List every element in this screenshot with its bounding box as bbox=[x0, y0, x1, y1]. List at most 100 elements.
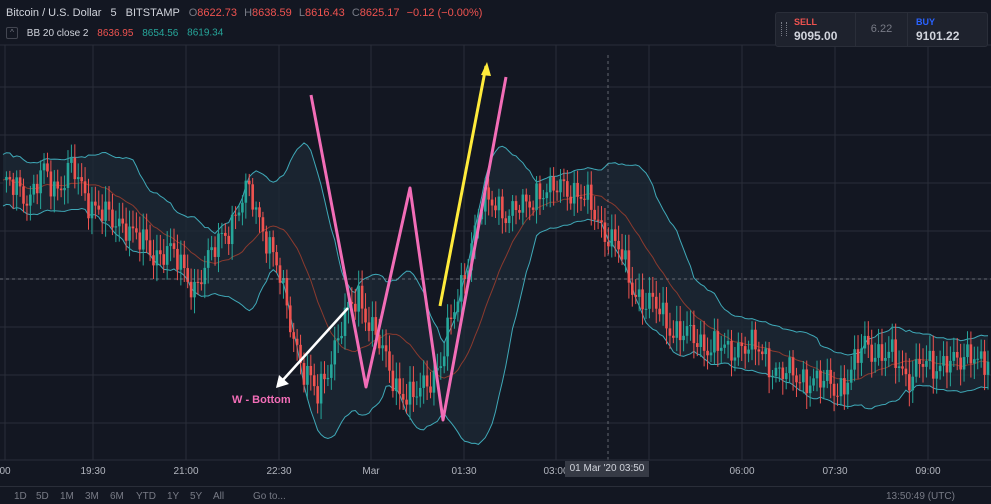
price-change: −0.12 (−0.00%) bbox=[406, 7, 483, 19]
candle-up bbox=[713, 331, 716, 353]
candle-down bbox=[18, 177, 22, 187]
range-button-1y[interactable]: 1Y bbox=[167, 491, 180, 502]
range-button-ytd[interactable]: YTD bbox=[136, 491, 156, 502]
candle-down bbox=[87, 193, 90, 219]
goto-button[interactable]: Go to... bbox=[253, 491, 286, 502]
candle-down bbox=[836, 395, 839, 397]
candle-down bbox=[487, 187, 490, 200]
candle-down bbox=[880, 344, 884, 361]
candle-up bbox=[624, 250, 627, 260]
candle-down bbox=[641, 289, 644, 310]
candle-down bbox=[583, 198, 586, 200]
utc-clock[interactable]: 13:50:49 (UTC) bbox=[886, 491, 955, 502]
candle-up bbox=[117, 218, 121, 227]
candle-up bbox=[42, 163, 46, 171]
candle-down bbox=[514, 201, 518, 211]
w-pattern-drawing[interactable] bbox=[309, 76, 508, 422]
candle-up bbox=[230, 214, 234, 245]
candle-down bbox=[360, 285, 364, 309]
candle-up bbox=[887, 351, 891, 358]
range-button-all[interactable]: All bbox=[213, 491, 225, 502]
candle-up bbox=[788, 357, 791, 374]
candle-down bbox=[843, 378, 846, 395]
pointer-arrow-head bbox=[276, 375, 289, 388]
indicator-name[interactable]: BB 20 close 2 bbox=[26, 27, 89, 39]
buy-price: 9101.22 bbox=[916, 29, 960, 43]
candle-down bbox=[374, 317, 378, 335]
candle-up bbox=[675, 321, 679, 338]
candle-down bbox=[702, 334, 706, 351]
candle-up bbox=[750, 329, 754, 350]
candle-down bbox=[798, 382, 802, 384]
candle-down bbox=[135, 228, 138, 233]
candle-down bbox=[224, 232, 227, 236]
candle-up bbox=[395, 378, 398, 392]
range-button-1d[interactable]: 1D bbox=[14, 491, 27, 502]
candle-down bbox=[80, 177, 83, 182]
bollinger-upper-band bbox=[2, 142, 989, 356]
candle-down bbox=[391, 370, 395, 392]
symbol-legend: Bitcoin / U.S. Dollar 5 BITSTAMP O8622.7… bbox=[6, 7, 486, 19]
range-button-3m[interactable]: 3M bbox=[85, 491, 99, 502]
candle-down bbox=[288, 305, 292, 333]
collapse-chevron-icon[interactable]: ^ bbox=[6, 27, 18, 39]
candle-up bbox=[935, 371, 938, 379]
candle-up bbox=[737, 342, 740, 358]
candle-up bbox=[340, 335, 343, 339]
candle-up bbox=[39, 170, 42, 194]
candle-down bbox=[49, 171, 53, 197]
candle-up bbox=[343, 307, 347, 336]
candle-series bbox=[5, 144, 990, 420]
candle-up bbox=[778, 367, 781, 369]
candle-up bbox=[422, 375, 425, 388]
candle-down bbox=[494, 205, 497, 211]
candle-down bbox=[654, 296, 658, 309]
candle-down bbox=[969, 344, 973, 364]
candle-down bbox=[593, 209, 596, 220]
buy-button[interactable]: BUY 9101.22 bbox=[907, 13, 987, 46]
ohlc-close-label: C bbox=[351, 7, 360, 19]
candle-up bbox=[155, 250, 159, 266]
range-button-5d[interactable]: 5D bbox=[36, 491, 49, 502]
sell-button[interactable]: SELL 9095.00 bbox=[776, 13, 856, 46]
candle-up bbox=[408, 381, 412, 405]
candle-up bbox=[949, 360, 952, 373]
time-axis-label: 01:30 bbox=[451, 466, 477, 477]
candle-down bbox=[918, 359, 921, 365]
candle-down bbox=[589, 184, 593, 210]
candle-up bbox=[986, 361, 990, 375]
spread-value: 6.22 bbox=[870, 23, 893, 35]
range-button-5y[interactable]: 5Y bbox=[190, 491, 203, 502]
drag-handle-icon[interactable] bbox=[781, 22, 787, 36]
candle-down bbox=[596, 219, 600, 221]
candle-down bbox=[805, 369, 809, 394]
candle-up bbox=[973, 359, 976, 364]
candle-up bbox=[70, 157, 73, 163]
time-axis-label: 19:30 bbox=[80, 466, 106, 477]
symbol-name[interactable]: Bitcoin / U.S. Dollar bbox=[6, 7, 102, 19]
interval[interactable]: 5 bbox=[110, 7, 117, 19]
range-button-6m[interactable]: 6M bbox=[110, 491, 124, 502]
candle-up bbox=[15, 177, 18, 195]
candle-up bbox=[928, 350, 932, 361]
candle-up bbox=[32, 183, 36, 195]
candle-down bbox=[781, 367, 785, 380]
candle-up bbox=[241, 202, 244, 213]
candle-down bbox=[531, 207, 535, 210]
pointer-arrow[interactable] bbox=[281, 307, 349, 382]
candle-down bbox=[159, 250, 162, 255]
candle-down bbox=[767, 348, 771, 378]
ohlc-open-label: O bbox=[188, 7, 198, 19]
candle-up bbox=[644, 308, 648, 310]
candle-up bbox=[336, 338, 340, 341]
candle-down bbox=[46, 163, 49, 172]
candle-down bbox=[56, 181, 60, 189]
range-button-1m[interactable]: 1M bbox=[60, 491, 74, 502]
candle-down bbox=[631, 282, 634, 295]
breakout-arrow[interactable] bbox=[438, 65, 488, 307]
candle-down bbox=[716, 331, 720, 351]
candle-down bbox=[760, 351, 764, 355]
candle-down bbox=[740, 342, 744, 347]
candle-down bbox=[634, 294, 638, 297]
